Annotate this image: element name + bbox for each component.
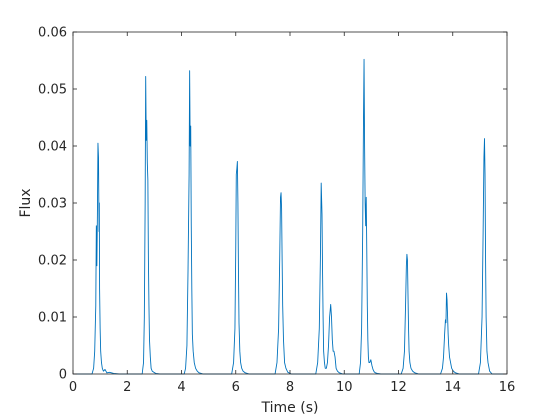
x-tick-label: 16 [499,380,516,395]
x-tick-label: 6 [232,380,240,395]
y-tick-label: 0.05 [38,83,67,98]
x-tick-label: 8 [286,380,294,395]
y-tick-label: 0 [59,368,67,383]
y-tick-label: 0.01 [38,311,67,326]
y-tick-label: 0.04 [38,140,67,155]
x-tick-label: 0 [69,380,77,395]
y-tick-label: 0.03 [38,197,67,212]
x-tick-label: 10 [336,380,353,395]
axis-tick-labels: 0 2 4 6 8 10 12 14 16 0 0.01 0.02 0.03 0.04 0.05 0.06 [38,26,515,396]
x-tick-label: 2 [123,380,131,395]
x-tick-label: 4 [177,380,185,395]
axes-box [72,31,508,375]
y-tick-label: 0.02 [38,254,67,269]
x-tick-label: 12 [390,380,407,395]
y-axis-label: Flux [18,188,34,217]
x-tick-label: 14 [444,380,461,395]
x-axis-label: Time (s) [261,400,319,416]
y-tick-label: 0.06 [38,26,67,41]
